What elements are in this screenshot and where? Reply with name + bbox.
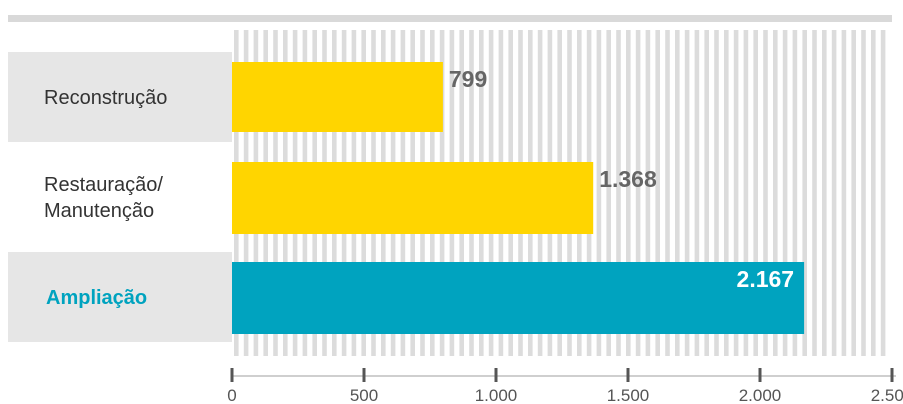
x-tick-label: 1.500 bbox=[607, 386, 650, 404]
gridline bbox=[733, 30, 739, 356]
gridline bbox=[645, 30, 651, 356]
category-box bbox=[8, 252, 232, 342]
x-tick-label: 2.000 bbox=[739, 386, 782, 404]
gridline bbox=[880, 30, 886, 356]
category-labels: Reconstrução Restauração/Manutenção Amplia… bbox=[44, 87, 167, 309]
gridline bbox=[743, 30, 749, 356]
value-label: 2.167 bbox=[737, 266, 795, 292]
bar bbox=[232, 62, 443, 132]
gridline bbox=[851, 30, 856, 356]
value-label: 1.368 bbox=[599, 166, 657, 192]
x-axis: 0 500 1.000 1.500 2.000 2.500 bbox=[227, 368, 903, 404]
gridline bbox=[626, 30, 631, 356]
gridline bbox=[606, 30, 611, 356]
x-tick-label: 0 bbox=[227, 386, 236, 404]
x-tick-label: 2.500 bbox=[871, 386, 903, 404]
gridline bbox=[724, 30, 729, 356]
gridline bbox=[694, 30, 700, 356]
gridline bbox=[792, 30, 798, 356]
gridline bbox=[763, 30, 768, 356]
gridline bbox=[655, 30, 660, 356]
gridline bbox=[596, 30, 602, 356]
gridline bbox=[871, 30, 876, 356]
gridline bbox=[773, 30, 778, 356]
category-label-boxes bbox=[8, 52, 232, 342]
bar bbox=[232, 262, 805, 334]
bar bbox=[232, 162, 594, 234]
category-label: Ampliação bbox=[46, 287, 147, 309]
gridline bbox=[635, 30, 641, 356]
gridline bbox=[861, 30, 866, 356]
gridline bbox=[822, 30, 827, 356]
x-tick-label: 1.000 bbox=[475, 386, 518, 404]
value-labels: 799 1.368 2.167 bbox=[449, 66, 794, 292]
gridline bbox=[704, 30, 709, 356]
top-band-bar bbox=[8, 15, 892, 22]
gridline bbox=[831, 30, 837, 356]
category-label: Reconstrução bbox=[44, 87, 167, 109]
gridline bbox=[782, 30, 788, 356]
gridline bbox=[684, 30, 690, 356]
gridline bbox=[812, 30, 817, 356]
category-label: Restauração/Manutenção bbox=[44, 174, 163, 222]
x-tick-label: 500 bbox=[350, 386, 378, 404]
gridline bbox=[675, 30, 680, 356]
chart-top-band bbox=[8, 15, 892, 22]
gridline bbox=[841, 30, 847, 356]
gridline bbox=[616, 30, 621, 356]
gridline bbox=[802, 30, 807, 356]
gridline bbox=[753, 30, 758, 356]
value-label: 799 bbox=[449, 66, 487, 92]
gridline bbox=[714, 30, 719, 356]
category-box bbox=[8, 52, 232, 142]
gridline bbox=[665, 30, 670, 356]
bars bbox=[232, 62, 805, 334]
